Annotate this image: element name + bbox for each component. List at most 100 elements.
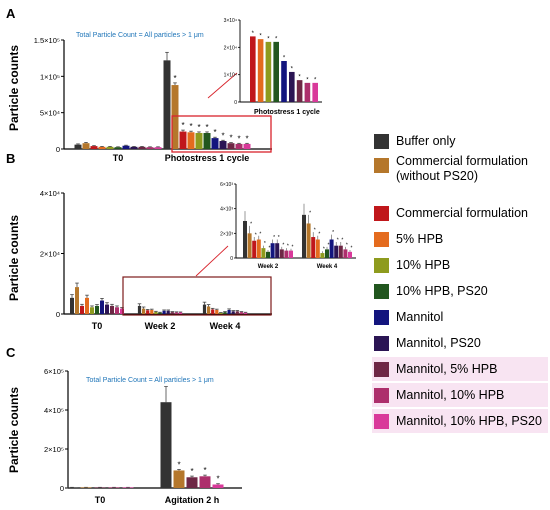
legend-swatch: [374, 257, 389, 273]
panel-b-inset-bar: [279, 249, 284, 258]
legend-item: 10% HPB: [372, 252, 550, 278]
legend-label: Commercial formulation: [396, 205, 528, 220]
panel-b-chart: 0 2×10⁴ 4×10⁴ T0 Week 2 Week 4: [40, 189, 272, 331]
panel-a-inset-bar: [250, 36, 256, 102]
panel-b-ylabel: Particle counts: [7, 215, 21, 301]
panel-a-bar: [82, 143, 90, 149]
panel-a-ytick-label: 0: [56, 145, 60, 154]
panel-b-bar: [70, 297, 74, 314]
panel-b-inset-star: *: [255, 233, 257, 239]
panel-a-inset-star: *: [314, 77, 317, 83]
panel-b-inset-bar: [289, 250, 293, 258]
panel-b-inset-ytick-label: 4×10³: [220, 207, 233, 213]
panel-a-significance-star: *: [229, 134, 232, 143]
panel-b-bar: [146, 310, 150, 314]
legend-item: 5% HPB: [372, 226, 550, 252]
panel-b-bar: [166, 310, 170, 314]
panel-c-bar: [160, 402, 172, 488]
panel-a-inset: Photostress 1 cycle 0 1×10⁴ 2×10⁴ 3×10⁴ * * * *…: [224, 18, 322, 116]
panel-a-bar: [195, 133, 203, 149]
panel-b-inset-bar: [284, 250, 289, 258]
panel-a-bar: [179, 131, 187, 149]
legend-swatch: [374, 387, 389, 403]
legend-label: Mannitol, 5% HPB: [396, 361, 498, 376]
panel-c-ylabel: Particle counts: [7, 387, 21, 473]
panel-b-inset-ytick-label: 6×10³: [220, 182, 233, 188]
panel-b-inset-star: *: [309, 210, 311, 216]
panel-a-inset-bar: [289, 71, 295, 102]
legend-label: Commercial formulation (without PS20): [396, 154, 528, 183]
panel-b-bar: [211, 309, 215, 314]
legend-swatch: [374, 158, 389, 173]
legend-item-highlight: [372, 357, 548, 381]
legend-label: Mannitol, PS20: [396, 335, 481, 350]
panel-b-bar: [137, 305, 142, 314]
panel-b-inset-star: *: [337, 237, 339, 243]
legend-item: Mannitol, PS20: [372, 330, 550, 356]
legend-swatch: [374, 335, 389, 351]
panel-a-bar: [187, 132, 195, 149]
panel-b-zoom-line: [195, 245, 229, 277]
legend-item: Commercial formulation: [372, 200, 550, 226]
panel-a-significance-star: *: [197, 123, 200, 132]
panel-b-inset-star: *: [341, 237, 343, 243]
panel-a-annotation: Total Particle Count = All particles > 1…: [76, 32, 204, 39]
panel-a-inset-star: *: [306, 77, 309, 83]
panel-a-bar: [122, 145, 130, 149]
panel-a-significance-star: *: [181, 121, 184, 130]
panel-b-inset-bar: [247, 233, 252, 258]
panel-a-inset-bar: [304, 82, 311, 102]
panel-b-bar: [223, 312, 227, 314]
panel-b-inset-star: *: [282, 242, 284, 248]
panel-a-significance-star: *: [213, 128, 216, 137]
panel-a-significance-star: *: [245, 134, 248, 143]
panel-a-inset-bar: [265, 41, 272, 102]
panel-b-inset-ytick-label: 0: [230, 256, 233, 262]
panel-b-bar: [85, 297, 89, 314]
panel-b-inset-star: *: [332, 230, 334, 236]
panel-b-inset-star: *: [323, 247, 325, 253]
panel-b-inset-bar: [348, 251, 352, 258]
panel-b-inset-category-label: Week 4: [317, 264, 338, 270]
panel-b-bar: [215, 309, 219, 314]
panel-b-inset-star: *: [346, 242, 348, 248]
panel-a-bar: [211, 138, 219, 149]
panel-a-significance-star: *: [237, 134, 240, 143]
panel-a-ytick-label: 5×10⁴: [40, 109, 60, 118]
panel-b-inset-bar: [320, 253, 325, 258]
panel-c-ytick-label: 2×10⁵: [44, 445, 64, 454]
panel-b-inset-bar: [302, 214, 306, 258]
panel-a-bar: [163, 60, 171, 150]
panel-a-inset-star: *: [267, 36, 270, 42]
legend-item: 10% HPB, PS20: [372, 278, 550, 304]
panel-b-inset-bar: [275, 243, 280, 258]
panel-b-bar: [239, 312, 243, 314]
panel-a-bar: [235, 143, 243, 149]
panel-a-inset-bar: [281, 61, 287, 102]
panel-c-chart: 0 2×10⁵ 4×10⁵ 6×10⁵ * * * * T0 Agitation 2 h: [44, 367, 242, 505]
panel-b-inset-star: *: [264, 241, 266, 247]
panel-b-bar: [75, 287, 79, 314]
panel-c-ytick-label: 6×10⁵: [44, 367, 64, 376]
panel-b-inset-ytick-label: 2×10³: [220, 231, 233, 237]
panel-a-highlight-box: [171, 115, 272, 153]
panel-a-inset-bar: [296, 80, 303, 102]
panel-c-ytick-label: 4×10⁵: [44, 406, 64, 415]
panel-c-category-label: Agitation 2 h: [165, 495, 220, 505]
panel-b-category-label: T0: [92, 321, 103, 331]
panel-b-bar: [207, 306, 211, 314]
panel-a-inset-star: *: [252, 31, 255, 37]
panel-a-ytick-label: 1×10⁵: [40, 72, 60, 81]
panel-b-inset-star: *: [278, 235, 280, 241]
panel-b-inset-bar: [306, 223, 311, 258]
panel-b-inset-bar: [252, 240, 257, 258]
panel-a-inset-bar: [312, 82, 318, 102]
panel-b-inset-star: *: [250, 221, 252, 227]
panel-a-inset-star: *: [275, 36, 278, 42]
panel-a-inset-star: *: [298, 75, 301, 81]
legend-swatch: [374, 309, 389, 325]
panel-b-bar: [178, 312, 183, 314]
panel-c-significance-star: *: [203, 466, 206, 475]
